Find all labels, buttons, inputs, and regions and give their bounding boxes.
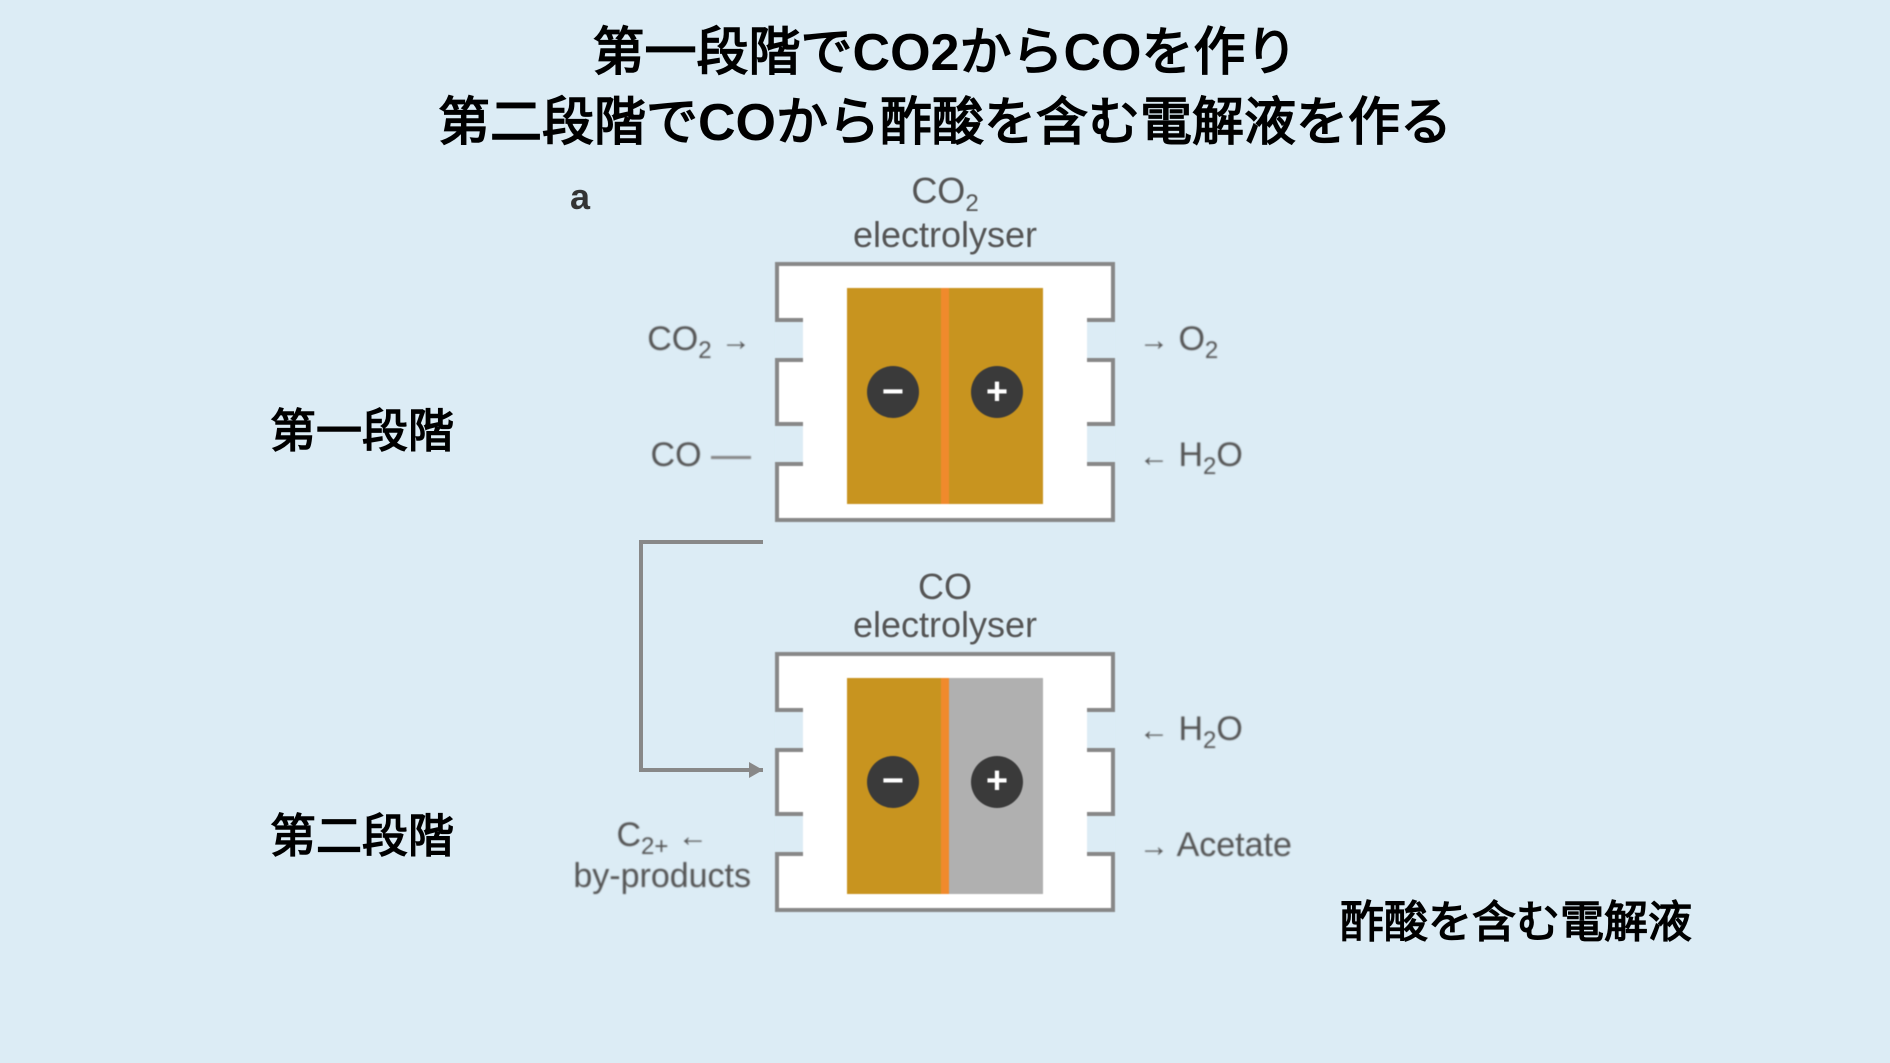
cell2-port-lu bbox=[775, 708, 803, 752]
cell2-port-rl bbox=[1087, 812, 1115, 856]
diagram-container: CO2 electrolyser − + CO2 → CO → O2 ← H2O… bbox=[775, 172, 1115, 912]
stage1-cell: CO2 electrolyser − + CO2 → CO → O2 ← H2O bbox=[775, 172, 1115, 522]
cell2-port-ll bbox=[775, 812, 803, 856]
cell2-title-l1: CO bbox=[918, 566, 972, 607]
byproducts-label: by-products bbox=[573, 857, 751, 895]
cell1-port-rl bbox=[1087, 422, 1115, 466]
plus-icon: + bbox=[971, 366, 1023, 418]
minus-icon: − bbox=[867, 366, 919, 418]
cell2-out-top: ← H2O bbox=[1139, 710, 1243, 755]
cell1-port-ll bbox=[775, 422, 803, 466]
cell1-title: CO2 electrolyser bbox=[775, 172, 1115, 254]
cell1-out-bottom: ← H2O bbox=[1139, 436, 1243, 481]
cell1-port-lu bbox=[775, 318, 803, 362]
cell1-membrane bbox=[941, 288, 949, 504]
cell1-title-l1: CO2 bbox=[911, 170, 978, 211]
title-line-2: 第二段階でCOから酢酸を含む電解液を作る bbox=[0, 88, 1890, 158]
minus-icon: − bbox=[867, 756, 919, 808]
stage2-label: 第二段階 bbox=[270, 800, 454, 866]
stage1-label: 第一段階 bbox=[270, 395, 454, 461]
plus-icon: + bbox=[971, 756, 1023, 808]
cell2-title-l2: electrolyser bbox=[853, 604, 1037, 645]
stage2-cell: CO electrolyser − + C2+ ← by-products ← … bbox=[775, 568, 1115, 912]
cell2-box: − + C2+ ← by-products ← H2O → Acetate bbox=[775, 652, 1115, 912]
title-line-1: 第一段階でCO2からCOを作り bbox=[0, 18, 1890, 88]
cell1-in-bottom: CO bbox=[651, 436, 751, 475]
cell2-out-bottom: → Acetate bbox=[1139, 826, 1292, 865]
cell1-title-l2: electrolyser bbox=[853, 214, 1037, 255]
cell2-membrane bbox=[941, 678, 949, 894]
cell1-port-ru bbox=[1087, 318, 1115, 362]
cell1-box: − + CO2 → CO → O2 ← H2O bbox=[775, 262, 1115, 522]
cell1-in-top: CO2 → bbox=[647, 320, 751, 365]
cell2-title: CO electrolyser bbox=[775, 568, 1115, 644]
cell2-port-ru bbox=[1087, 708, 1115, 752]
cell2-in-bottom: C2+ ← by-products bbox=[573, 818, 751, 895]
panel-letter-a: a bbox=[570, 176, 590, 218]
cell1-out-top: → O2 bbox=[1139, 320, 1218, 365]
page-title: 第一段階でCO2からCOを作り 第二段階でCOから酢酸を含む電解液を作る bbox=[0, 0, 1890, 158]
acetate-jp-label: 酢酸を含む電解液 bbox=[1340, 886, 1692, 950]
